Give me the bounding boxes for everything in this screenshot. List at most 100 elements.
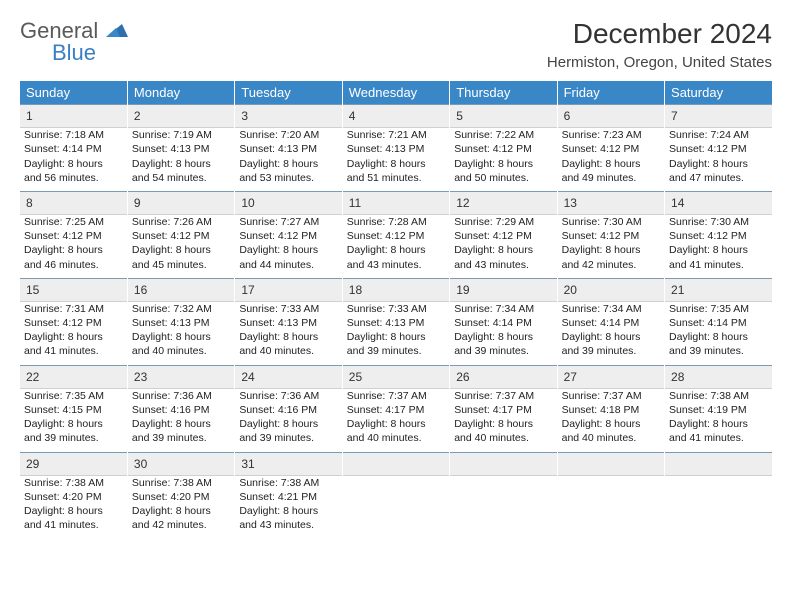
- daynum-cell: 9: [127, 191, 234, 215]
- daylight-text: Daylight: 8 hours and 39 minutes.: [454, 330, 552, 358]
- day-number: 8: [20, 191, 127, 215]
- daylight-text: Daylight: 8 hours and 41 minutes.: [669, 417, 768, 445]
- day-number: 27: [558, 365, 664, 389]
- daylight-text: Daylight: 8 hours and 46 minutes.: [24, 243, 123, 271]
- daynum-cell: 25: [342, 365, 449, 389]
- sunset-text: Sunset: 4:13 PM: [132, 316, 230, 330]
- sunrise-text: Sunrise: 7:19 AM: [132, 128, 230, 142]
- sunset-text: Sunset: 4:17 PM: [347, 403, 445, 417]
- sunset-text: Sunset: 4:17 PM: [454, 403, 552, 417]
- sunset-text: Sunset: 4:12 PM: [669, 142, 768, 156]
- daynum-cell: 8: [20, 191, 127, 215]
- sunset-text: Sunset: 4:12 PM: [347, 229, 445, 243]
- sunrise-text: Sunrise: 7:20 AM: [239, 128, 337, 142]
- daynum-cell: 15: [20, 278, 127, 302]
- sunset-text: Sunset: 4:13 PM: [347, 316, 445, 330]
- daylight-text: Daylight: 8 hours and 40 minutes.: [132, 330, 230, 358]
- detail-row: Sunrise: 7:31 AMSunset: 4:12 PM Daylight:…: [20, 302, 772, 365]
- day-cell-empty: [450, 476, 557, 539]
- sunrise-text: Sunrise: 7:18 AM: [24, 128, 123, 142]
- day-cell: Sunrise: 7:31 AMSunset: 4:12 PMDaylight:…: [20, 302, 127, 365]
- day-number: 26: [450, 365, 556, 389]
- sunset-text: Sunset: 4:18 PM: [562, 403, 660, 417]
- daynum-cell: 18: [342, 278, 449, 302]
- day-number: 22: [20, 365, 127, 389]
- daynum-cell: 16: [127, 278, 234, 302]
- day-number: 24: [235, 365, 341, 389]
- day-cell: Sunrise: 7:32 AMSunset: 4:13 PMDaylight:…: [127, 302, 234, 365]
- day-number: 11: [343, 191, 449, 215]
- day-cell: Sunrise: 7:27 AMSunset: 4:12 PMDaylight:…: [235, 215, 342, 278]
- day-number: 20: [558, 278, 664, 302]
- sunset-text: Sunset: 4:16 PM: [132, 403, 230, 417]
- daynum-cell: 14: [665, 191, 772, 215]
- day-cell: Sunrise: 7:35 AMSunset: 4:14 PMDaylight:…: [665, 302, 772, 365]
- sunrise-text: Sunrise: 7:24 AM: [669, 128, 768, 142]
- daylight-text: Daylight: 8 hours and 40 minutes.: [347, 417, 445, 445]
- daylight-text: Daylight: 8 hours and 41 minutes.: [669, 243, 768, 271]
- day-cell-empty: [342, 476, 449, 539]
- sunset-text: Sunset: 4:20 PM: [132, 490, 230, 504]
- sunrise-text: Sunrise: 7:37 AM: [347, 389, 445, 403]
- day-cell: Sunrise: 7:23 AMSunset: 4:12 PMDaylight:…: [557, 128, 664, 191]
- daynum-cell: 26: [450, 365, 557, 389]
- sunset-text: Sunset: 4:14 PM: [454, 316, 552, 330]
- day-number: 5: [450, 104, 556, 128]
- weekday-header: Sunday: [20, 81, 127, 104]
- day-number: 31: [235, 452, 341, 476]
- daylight-text: Daylight: 8 hours and 39 minutes.: [562, 330, 660, 358]
- sunset-text: Sunset: 4:12 PM: [132, 229, 230, 243]
- sunset-text: Sunset: 4:12 PM: [24, 316, 123, 330]
- daylight-text: Daylight: 8 hours and 40 minutes.: [239, 330, 337, 358]
- day-cell: Sunrise: 7:36 AMSunset: 4:16 PMDaylight:…: [235, 389, 342, 452]
- sunset-text: Sunset: 4:13 PM: [132, 142, 230, 156]
- sunrise-text: Sunrise: 7:32 AM: [132, 302, 230, 316]
- sunrise-text: Sunrise: 7:36 AM: [239, 389, 337, 403]
- day-cell: Sunrise: 7:18 AMSunset: 4:14 PMDaylight:…: [20, 128, 127, 191]
- daynum-cell: 10: [235, 191, 342, 215]
- detail-row: Sunrise: 7:25 AMSunset: 4:12 PMDaylight:…: [20, 215, 772, 278]
- daylight-text: Daylight: 8 hours and 50 minutes.: [454, 157, 552, 185]
- sunset-text: Sunset: 4:14 PM: [669, 316, 768, 330]
- day-number: 23: [128, 365, 234, 389]
- daylight-text: Daylight: 8 hours and 47 minutes.: [669, 157, 768, 185]
- sunset-text: Sunset: 4:12 PM: [454, 142, 552, 156]
- day-cell: Sunrise: 7:22 AMSunset: 4:12 PMDaylight:…: [450, 128, 557, 191]
- daylight-text: Daylight: 8 hours and 42 minutes.: [562, 243, 660, 271]
- daynum-cell: 5: [450, 104, 557, 128]
- day-cell: Sunrise: 7:30 AMSunset: 4:12 PMDaylight:…: [557, 215, 664, 278]
- daynum-cell: 31: [235, 452, 342, 476]
- daylight-text: Daylight: 8 hours and 39 minutes.: [24, 417, 123, 445]
- daynum-cell: 28: [665, 365, 772, 389]
- day-cell: Sunrise: 7:38 AMSunset: 4:20 PMDaylight:…: [20, 476, 127, 539]
- logo: General Blue: [20, 18, 128, 64]
- sunset-text: Sunset: 4:13 PM: [239, 316, 337, 330]
- day-cell: Sunrise: 7:26 AMSunset: 4:12 PMDaylight:…: [127, 215, 234, 278]
- day-cell: Sunrise: 7:20 AMSunset: 4:13 PMDaylight:…: [235, 128, 342, 191]
- day-cell: Sunrise: 7:34 AMSunset: 4:14 PMDaylight:…: [450, 302, 557, 365]
- daylight-text: Daylight: 8 hours and 41 minutes.: [24, 504, 123, 532]
- daylight-text: Daylight: 8 hours and 39 minutes.: [239, 417, 337, 445]
- location: Hermiston, Oregon, United States: [547, 54, 772, 71]
- daynum-cell-empty: [342, 452, 449, 476]
- page-title: December 2024: [547, 18, 772, 50]
- day-cell: Sunrise: 7:33 AMSunset: 4:13 PMDaylight:…: [342, 302, 449, 365]
- daynum-cell: 1: [20, 104, 127, 128]
- sunrise-text: Sunrise: 7:31 AM: [24, 302, 123, 316]
- day-number: 25: [343, 365, 449, 389]
- sunrise-text: Sunrise: 7:26 AM: [132, 215, 230, 229]
- daynum-cell: 24: [235, 365, 342, 389]
- detail-row: Sunrise: 7:38 AMSunset: 4:20 PMDaylight:…: [20, 476, 772, 539]
- sunset-text: Sunset: 4:16 PM: [239, 403, 337, 417]
- weekday-header: Wednesday: [342, 81, 449, 104]
- daynum-cell: 6: [557, 104, 664, 128]
- day-cell: Sunrise: 7:33 AMSunset: 4:13 PMDaylight:…: [235, 302, 342, 365]
- daynum-cell: 11: [342, 191, 449, 215]
- day-cell: Sunrise: 7:38 AMSunset: 4:20 PMDaylight:…: [127, 476, 234, 539]
- daynum-cell: 20: [557, 278, 664, 302]
- day-number-empty: [343, 452, 449, 476]
- day-number: 29: [20, 452, 127, 476]
- daynum-cell-empty: [450, 452, 557, 476]
- daynum-cell: 4: [342, 104, 449, 128]
- daylight-text: Daylight: 8 hours and 39 minutes.: [669, 330, 768, 358]
